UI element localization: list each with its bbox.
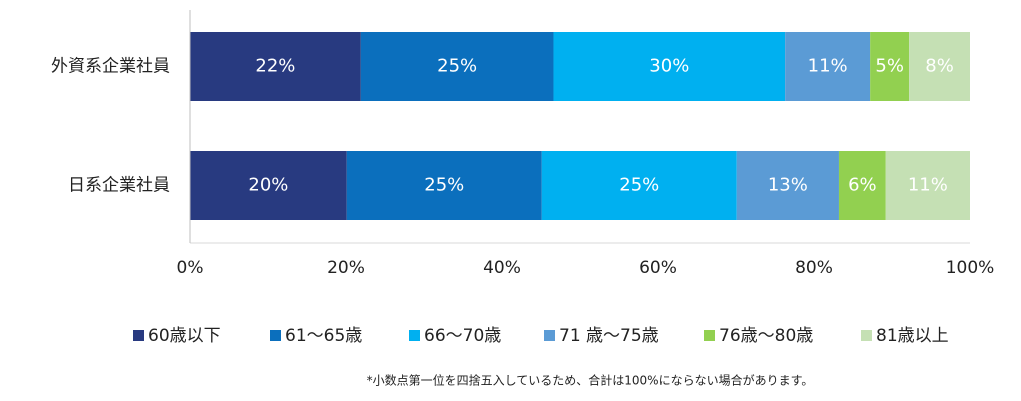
bar-segment [346, 151, 542, 220]
legend-swatch [270, 330, 281, 341]
bar-value-label: 11% [808, 56, 848, 77]
legend-label: 81歳以上 [876, 326, 949, 346]
bar-segment [909, 32, 970, 101]
bar-segment [553, 32, 786, 101]
legend-swatch [544, 330, 555, 341]
category-label: 外資系企業社員 [51, 57, 170, 77]
bar-value-label: 22% [255, 56, 295, 77]
bar-value-label: 25% [619, 175, 659, 196]
bar-segment [785, 32, 871, 101]
bar-value-label: 5% [875, 56, 904, 77]
bar-segment [870, 32, 910, 101]
bar-segment [190, 151, 347, 220]
x-tick-label: 100% [946, 258, 995, 278]
bar-value-label: 6% [848, 175, 877, 196]
footnote: *小数点第一位を四捨五入しているため、合計は100%にならない場合があります。 [367, 373, 814, 388]
legend-swatch [861, 330, 872, 341]
bar-segment [736, 151, 839, 220]
bar-value-label: 25% [437, 56, 477, 77]
legend-label: 71 歳～75歳 [559, 326, 659, 346]
legend-label: 61～65歳 [285, 326, 362, 346]
bar-segment [838, 151, 886, 220]
bar-value-label: 30% [649, 56, 689, 77]
x-tick-label: 40% [483, 258, 521, 278]
bar-segment [541, 151, 737, 220]
bar-segment [190, 32, 361, 101]
legend-swatch [704, 330, 715, 341]
legend-label: 60歳以下 [148, 326, 221, 346]
legend-label: 76歳～80歳 [719, 326, 813, 346]
bar-value-label: 13% [768, 175, 808, 196]
legend-label: 66～70歳 [424, 326, 501, 346]
x-tick-label: 80% [795, 258, 833, 278]
bar-value-label: 25% [424, 175, 464, 196]
bar-value-label: 8% [925, 56, 954, 77]
bar-segment [885, 151, 970, 220]
legend-swatch [409, 330, 420, 341]
bar-value-label: 20% [248, 175, 288, 196]
x-tick-label: 0% [177, 258, 204, 278]
bar-value-label: 11% [908, 175, 948, 196]
x-tick-label: 20% [327, 258, 365, 278]
legend-swatch [133, 330, 144, 341]
category-label: 日系企業社員 [68, 176, 170, 196]
bar-segment [360, 32, 554, 101]
x-tick-label: 60% [639, 258, 677, 278]
